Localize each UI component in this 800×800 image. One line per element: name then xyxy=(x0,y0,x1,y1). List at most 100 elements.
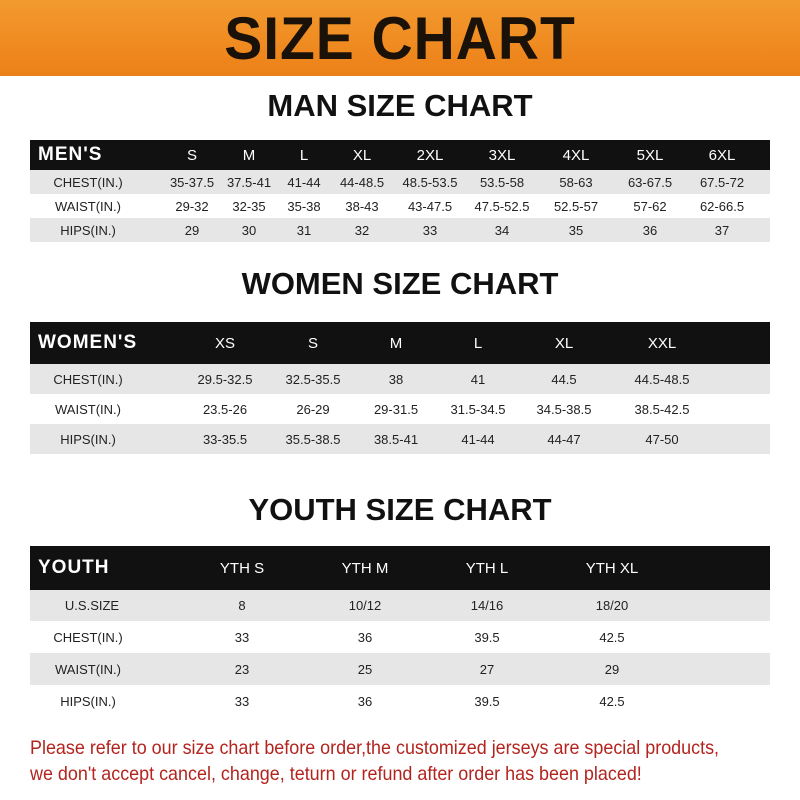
size-header-cell: M xyxy=(389,334,403,352)
table-cell: 39.5 xyxy=(474,629,500,645)
measurement-label: CHEST(IN.) xyxy=(53,174,123,190)
table-cell: 35-38 xyxy=(287,198,321,214)
size-header-cell: YTH M xyxy=(341,559,389,577)
table-cell: 53.5-58 xyxy=(479,174,525,190)
table-cell: 33 xyxy=(422,222,438,238)
table-cell: 63-67.5 xyxy=(627,174,673,190)
table-cell: 33 xyxy=(234,693,250,709)
table-cell: 38-43 xyxy=(345,198,379,214)
table-cell: 41-44 xyxy=(461,431,495,447)
table-cell: 32.5-35.5 xyxy=(285,371,341,387)
table-cell: 57-62 xyxy=(633,198,667,214)
table-cell: 38 xyxy=(388,371,404,387)
table-cell: 35.5-38.5 xyxy=(285,431,341,447)
table-row: HIPS(IN.) 33 36 39.5 42.5 xyxy=(30,685,770,717)
table-cell: 38.5-41 xyxy=(373,431,419,447)
table-cell: 29-32 xyxy=(175,198,209,214)
measurement-label: HIPS(IN.) xyxy=(60,431,116,447)
table-cell: 14/16 xyxy=(470,598,504,613)
table-cell: 29 xyxy=(604,661,620,677)
table-cell: 37 xyxy=(714,222,730,238)
size-header-cell: 2XL xyxy=(416,146,444,164)
measurement-label: WAIST(IN.) xyxy=(55,198,121,214)
notice-line: we don't accept cancel, change, teturn o… xyxy=(30,763,642,785)
table-cell: 30 xyxy=(241,222,257,238)
measurement-label: CHEST(IN.) xyxy=(53,371,123,387)
table-cell: 34 xyxy=(494,222,510,238)
table-title-cell: YOUTH xyxy=(38,557,110,578)
youth-size-table: YOUTH YTH S YTH M YTH L YTH XL U.S.SIZE 8 10/12… xyxy=(30,546,770,717)
table-cell: 39.5 xyxy=(474,693,500,709)
table-cell: 44.5-48.5 xyxy=(634,371,690,387)
page-title: SIZE CHART xyxy=(224,4,576,72)
size-header-cell: 3XL xyxy=(488,146,516,164)
table-row: WAIST(IN.) 23.5-26 26-29 29-31.5 31.5-34.5 34… xyxy=(30,394,770,424)
table-row: CHEST(IN.) 35-37.5 37.5-41 41-44 44-48.5 48.5… xyxy=(30,170,770,194)
table-cell: 10/12 xyxy=(348,598,382,613)
table-row: CHEST(IN.) 33 36 39.5 42.5 xyxy=(30,621,770,653)
size-header-cell: YTH XL xyxy=(585,559,639,577)
table-cell: 44.5 xyxy=(551,371,577,387)
size-header-cell: L xyxy=(473,334,483,352)
size-header-cell: L xyxy=(299,146,309,164)
table-cell: 26-29 xyxy=(296,401,330,417)
men-size-table: MEN'S S M L XL 2XL 3XL 4XL 5XL 6XL CHEST(IN.) 35-37… xyxy=(30,140,770,242)
table-cell: 41 xyxy=(470,371,486,387)
table-cell: 38.5-42.5 xyxy=(634,401,690,417)
table-cell: 58-63 xyxy=(559,174,593,190)
measurement-label: CHEST(IN.) xyxy=(53,629,123,645)
table-row: HIPS(IN.) 29 30 31 32 33 34 35 36 37 xyxy=(30,218,770,242)
measurement-label: U.S.SIZE xyxy=(64,598,120,613)
table-title-cell: WOMEN'S xyxy=(38,332,138,353)
table-cell: 42.5 xyxy=(599,629,625,645)
table-cell: 67.5-72 xyxy=(699,174,745,190)
table-cell: 33 xyxy=(234,629,250,645)
table-header-row: MEN'S S M L XL 2XL 3XL 4XL 5XL 6XL xyxy=(30,140,770,170)
table-cell: 27 xyxy=(479,661,495,677)
size-header-cell: YTH S xyxy=(219,559,265,577)
table-cell: 44-47 xyxy=(547,431,581,447)
table-cell: 34.5-38.5 xyxy=(536,401,592,417)
table-cell: 35-37.5 xyxy=(169,174,215,190)
measurement-label: HIPS(IN.) xyxy=(60,693,116,709)
size-header-cell: 5XL xyxy=(636,146,664,164)
men-size-chart-title: MAN SIZE CHART xyxy=(267,88,533,123)
size-header-cell: XXL xyxy=(647,334,677,352)
table-cell: 32 xyxy=(354,222,370,238)
women-size-table: WOMEN'S XS S M L XL XXL CHEST(IN.) 29.5-32.5 32.5… xyxy=(30,322,770,454)
size-header-cell: 6XL xyxy=(708,146,736,164)
table-cell: 33-35.5 xyxy=(202,431,248,447)
size-header-cell: YTH L xyxy=(465,559,509,577)
table-cell: 31 xyxy=(296,222,312,238)
table-cell: 36 xyxy=(357,629,373,645)
size-header-cell: 4XL xyxy=(562,146,590,164)
measurement-label: WAIST(IN.) xyxy=(55,401,121,417)
table-cell: 18/20 xyxy=(595,598,629,613)
table-header-row: WOMEN'S XS S M L XL XXL xyxy=(30,322,770,364)
table-row: CHEST(IN.) 29.5-32.5 32.5-35.5 38 41 44.5 44.5… xyxy=(30,364,770,394)
table-title-cell: MEN'S xyxy=(38,144,103,165)
table-cell: 47-50 xyxy=(645,431,679,447)
table-cell: 29.5-32.5 xyxy=(197,371,253,387)
notice: Please refer to our size chart before or… xyxy=(30,735,729,787)
table-row: WAIST(IN.) 23 25 27 29 xyxy=(30,653,770,685)
size-header-cell: XL xyxy=(352,146,372,164)
table-cell: 43-47.5 xyxy=(407,198,453,214)
table-cell: 25 xyxy=(357,661,373,677)
size-header-cell: S xyxy=(186,146,198,164)
table-cell: 62-66.5 xyxy=(699,198,745,214)
table-row: U.S.SIZE 8 10/12 14/16 18/20 xyxy=(30,590,770,621)
size-header-cell: XS xyxy=(214,334,236,352)
table-cell: 48.5-53.5 xyxy=(402,174,458,190)
banner: SIZE CHART xyxy=(0,0,800,76)
measurement-label: HIPS(IN.) xyxy=(60,222,116,238)
table-row: HIPS(IN.) 33-35.5 35.5-38.5 38.5-41 41-44 44-… xyxy=(30,424,770,454)
table-cell: 47.5-52.5 xyxy=(474,198,530,214)
table-cell: 29-31.5 xyxy=(373,401,419,417)
table-header-row: YOUTH YTH S YTH M YTH L YTH XL xyxy=(30,546,770,590)
table-row: WAIST(IN.) 29-32 32-35 35-38 38-43 43-47.5 47.… xyxy=(30,194,770,218)
table-cell: 8 xyxy=(238,598,246,613)
table-cell: 23 xyxy=(234,661,250,677)
table-cell: 35 xyxy=(568,222,584,238)
table-cell: 31.5-34.5 xyxy=(450,401,506,417)
